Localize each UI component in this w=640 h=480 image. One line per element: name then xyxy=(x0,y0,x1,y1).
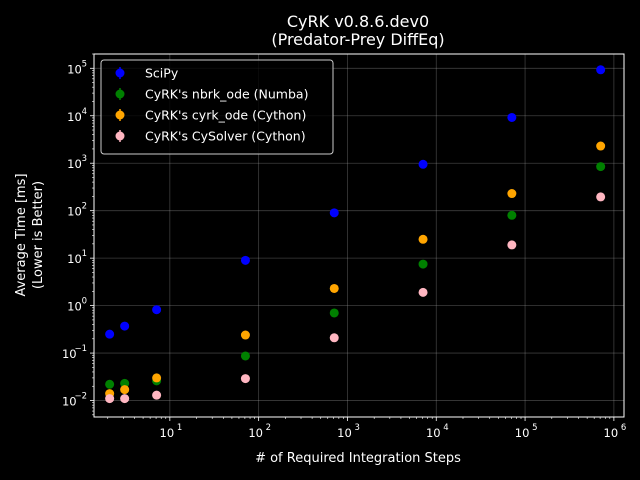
data-point xyxy=(596,65,606,75)
legend-marker xyxy=(115,131,125,141)
y-tick-label: 10 xyxy=(67,62,82,76)
data-point xyxy=(507,240,517,250)
data-point xyxy=(329,333,339,343)
data-point xyxy=(418,159,428,169)
y-tick-label: 10 xyxy=(67,300,82,314)
y-tick-label: 10 xyxy=(67,157,82,171)
x-tick-exponent: 2 xyxy=(266,423,271,433)
data-point xyxy=(240,330,250,340)
x-axis-label: # of Required Integration Steps xyxy=(255,451,461,466)
data-point xyxy=(418,259,428,269)
grid xyxy=(94,54,624,417)
y-tick-exponent: 0 xyxy=(82,297,87,307)
legend-label: CyRK's cyrk_ode (Cython) xyxy=(145,108,306,123)
legend-box xyxy=(100,59,334,155)
y-tick-label: 10 xyxy=(67,110,82,124)
x-tick-label: 10 xyxy=(604,426,619,440)
data-point xyxy=(152,373,162,383)
y-tick-exponent: 3 xyxy=(82,154,87,164)
x-tick-exponent: 6 xyxy=(621,423,626,433)
data-point xyxy=(329,308,339,318)
data-point xyxy=(120,321,130,331)
y-tick-exponent: 4 xyxy=(82,107,87,117)
x-tick-exponent: 5 xyxy=(532,423,537,433)
y-tick-exponent: −1 xyxy=(74,344,87,354)
x-tick-label: 10 xyxy=(337,426,352,440)
data-point xyxy=(596,162,606,172)
x-tick-exponent: 3 xyxy=(354,423,359,433)
data-point xyxy=(120,378,130,388)
x-tick-label: 10 xyxy=(160,426,175,440)
y-tick-exponent: −2 xyxy=(74,392,87,402)
data-point xyxy=(507,189,517,199)
chart-title: CyRK v0.8.6.dev0 xyxy=(287,12,429,31)
x-tick-label: 10 xyxy=(248,426,263,440)
y-tick-label: 10 xyxy=(67,205,82,219)
x-tick-exponent: 1 xyxy=(177,423,182,433)
y-tick-label: 10 xyxy=(67,252,82,266)
x-tick-label: 10 xyxy=(515,426,530,440)
data-point xyxy=(240,351,250,361)
legend-marker xyxy=(115,110,125,120)
data-point xyxy=(240,374,250,384)
data-points xyxy=(105,65,606,404)
series-0 xyxy=(105,65,606,339)
data-point xyxy=(152,390,162,400)
data-point xyxy=(240,255,250,265)
y-tick-label: 10 xyxy=(62,395,77,409)
legend-marker xyxy=(115,68,125,78)
legend: SciPy CyRK's nbrk_ode (Numba) CyRK's cyrk_… xyxy=(100,59,334,155)
data-point xyxy=(105,394,115,404)
series-3 xyxy=(105,192,606,404)
y-tick-exponent: 2 xyxy=(82,202,87,212)
data-point xyxy=(329,283,339,293)
y-tick-exponent: 1 xyxy=(82,249,87,259)
legend-label: SciPy xyxy=(145,66,179,81)
y-tick-label: 10 xyxy=(62,347,77,361)
data-point xyxy=(507,112,517,122)
x-axis-ticks: 10 1 10 2 10 3 10 4 10 5 10 6 xyxy=(107,417,626,440)
data-point xyxy=(152,305,162,315)
chart-subtitle: (Predator-Prey DiffEq) xyxy=(271,30,444,49)
legend-label: CyRK's CySolver (Cython) xyxy=(145,129,306,144)
y-axis-label-line2: (Lower is Better) xyxy=(31,181,46,289)
data-point xyxy=(329,208,339,218)
data-point xyxy=(507,210,517,220)
data-point xyxy=(105,329,115,339)
x-tick-label: 10 xyxy=(426,426,441,440)
data-point xyxy=(105,379,115,389)
x-tick-exponent: 4 xyxy=(443,423,448,433)
data-point xyxy=(418,234,428,244)
data-point xyxy=(596,192,606,202)
y-tick-exponent: 5 xyxy=(82,59,87,69)
legend-marker xyxy=(115,89,125,99)
plot-area-frame xyxy=(93,53,625,418)
y-axis-label-line1: Average Time [ms] xyxy=(14,173,29,296)
data-point xyxy=(120,394,130,404)
data-point xyxy=(418,287,428,297)
data-point xyxy=(596,141,606,151)
legend-label: CyRK's nbrk_ode (Numba) xyxy=(145,87,308,102)
data-point xyxy=(120,385,130,395)
